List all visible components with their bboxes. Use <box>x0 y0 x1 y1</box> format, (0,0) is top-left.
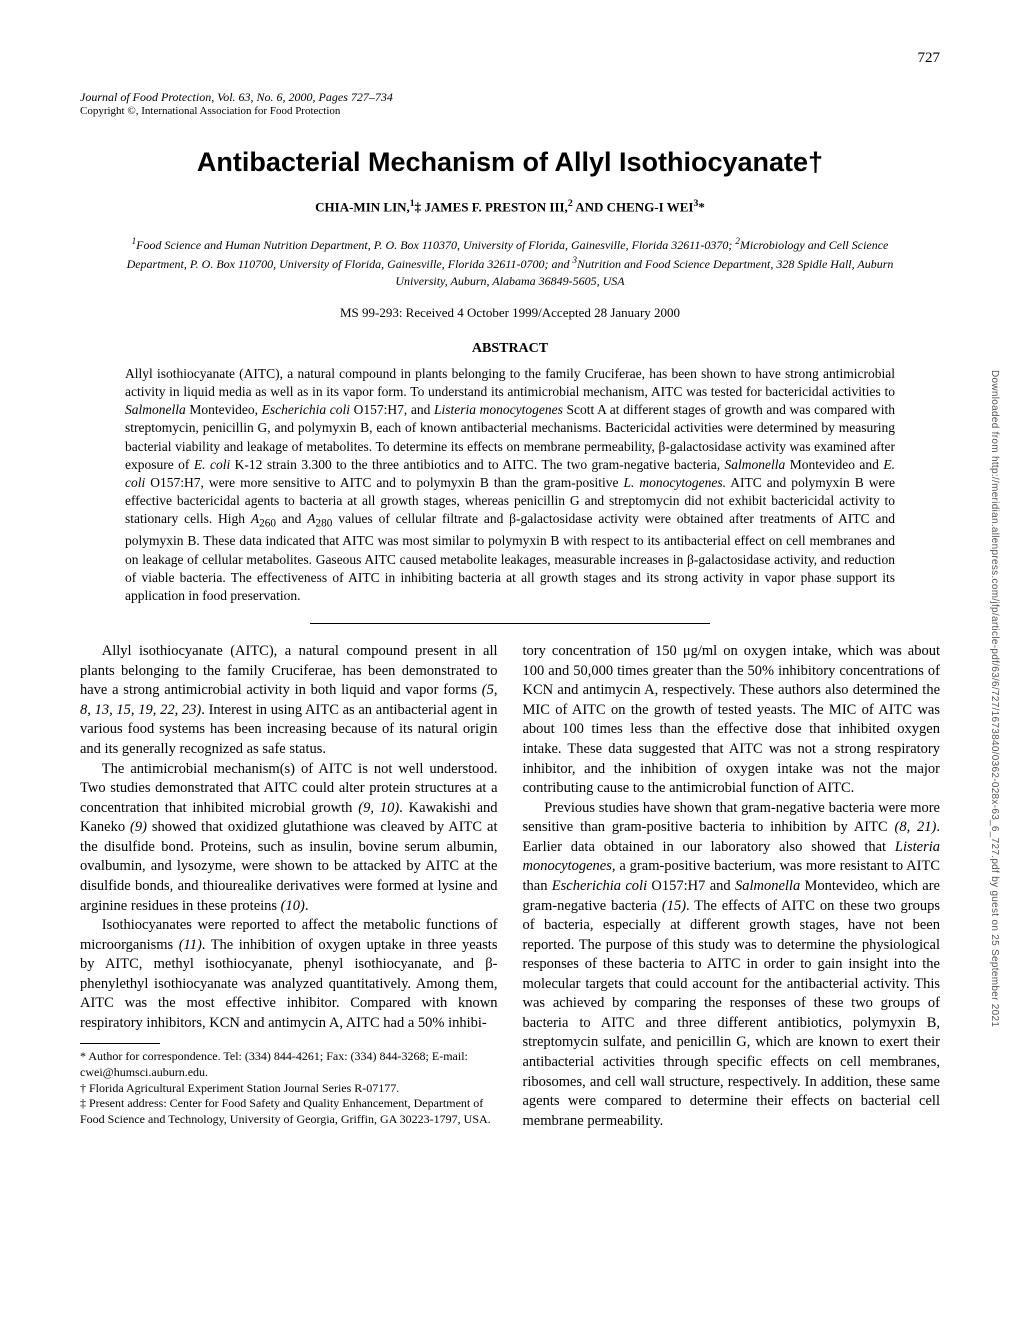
footnote-series: † Florida Agricultural Experiment Statio… <box>80 1081 498 1097</box>
abstract-heading: ABSTRACT <box>80 341 940 357</box>
abstract-separator <box>310 623 710 624</box>
footnote-address: ‡ Present address: Center for Food Safet… <box>80 1096 498 1127</box>
manuscript-received: MS 99-293: Received 4 October 1999/Accep… <box>80 305 940 321</box>
journal-page: 727 Journal of Food Protection, Vol. 63,… <box>0 0 1020 1161</box>
journal-citation: Journal of Food Protection, Vol. 63, No.… <box>80 90 940 105</box>
copyright-line: Copyright ©, International Association f… <box>80 105 940 117</box>
body-columns: Allyl isothiocyanate (AITC), a natural c… <box>80 642 940 1131</box>
article-title: Antibacterial Mechanism of Allyl Isothio… <box>80 147 940 178</box>
body-paragraph: Allyl isothiocyanate (AITC), a natural c… <box>80 642 498 759</box>
left-column: Allyl isothiocyanate (AITC), a natural c… <box>80 642 498 1131</box>
download-watermark: Downloaded from http://meridian.allenpre… <box>989 370 1000 1027</box>
body-paragraph: Previous studies have shown that gram-ne… <box>523 799 941 1132</box>
footnotes: * Author for correspondence. Tel: (334) … <box>80 1049 498 1127</box>
right-column: tory concentration of 150 μg/ml on oxyge… <box>523 642 941 1131</box>
footnote-separator <box>80 1043 160 1044</box>
abstract-text: Allyl isothiocyanate (AITC), a natural c… <box>125 365 895 606</box>
page-number: 727 <box>918 50 941 67</box>
body-paragraph: The antimicrobial mechanism(s) of AITC i… <box>80 760 498 917</box>
authors-line: CHIA-MIN LIN,1‡ JAMES F. PRESTON III,2 A… <box>80 198 940 215</box>
affiliations: 1Food Science and Human Nutrition Depart… <box>110 235 910 289</box>
body-paragraph: tory concentration of 150 μg/ml on oxyge… <box>523 642 941 799</box>
body-paragraph: Isothiocyanates were reported to affect … <box>80 916 498 1033</box>
footnote-correspondence: * Author for correspondence. Tel: (334) … <box>80 1049 498 1080</box>
